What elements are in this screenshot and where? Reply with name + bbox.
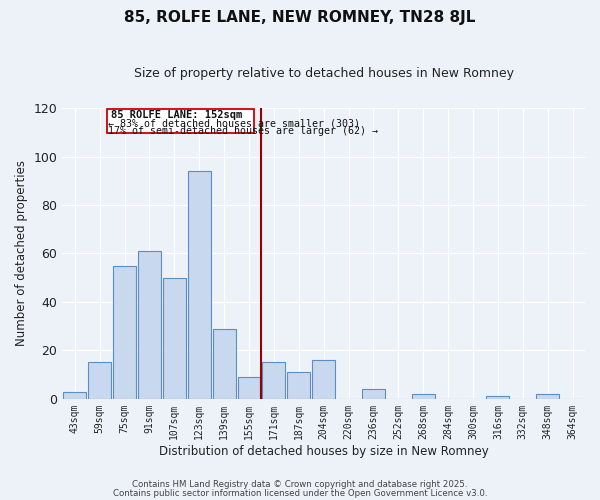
Bar (412, 394, 434, 399)
Bar (63, 392, 86, 399)
Bar (312, 360, 335, 399)
Bar (88, 362, 111, 399)
Text: 85, ROLFE LANE, NEW ROMNEY, TN28 8JL: 85, ROLFE LANE, NEW ROMNEY, TN28 8JL (124, 10, 476, 25)
Bar (362, 389, 385, 399)
Text: Contains public sector information licensed under the Open Government Licence v3: Contains public sector information licen… (113, 489, 487, 498)
FancyBboxPatch shape (107, 110, 254, 134)
Bar (113, 266, 136, 399)
Bar (487, 396, 509, 399)
Bar (138, 251, 161, 399)
Text: 17% of semi-detached houses are larger (62) →: 17% of semi-detached houses are larger (… (109, 126, 379, 136)
Bar (188, 171, 211, 399)
Text: ← 83% of detached houses are smaller (303): ← 83% of detached houses are smaller (30… (109, 118, 361, 128)
Bar (536, 394, 559, 399)
Bar (287, 372, 310, 399)
Bar (163, 278, 186, 399)
Bar (262, 362, 286, 399)
Title: Size of property relative to detached houses in New Romney: Size of property relative to detached ho… (134, 68, 514, 80)
Bar (212, 328, 236, 399)
X-axis label: Distribution of detached houses by size in New Romney: Distribution of detached houses by size … (159, 444, 488, 458)
Text: Contains HM Land Registry data © Crown copyright and database right 2025.: Contains HM Land Registry data © Crown c… (132, 480, 468, 489)
Bar (238, 377, 260, 399)
Y-axis label: Number of detached properties: Number of detached properties (15, 160, 28, 346)
Text: 85 ROLFE LANE: 152sqm: 85 ROLFE LANE: 152sqm (111, 110, 242, 120)
